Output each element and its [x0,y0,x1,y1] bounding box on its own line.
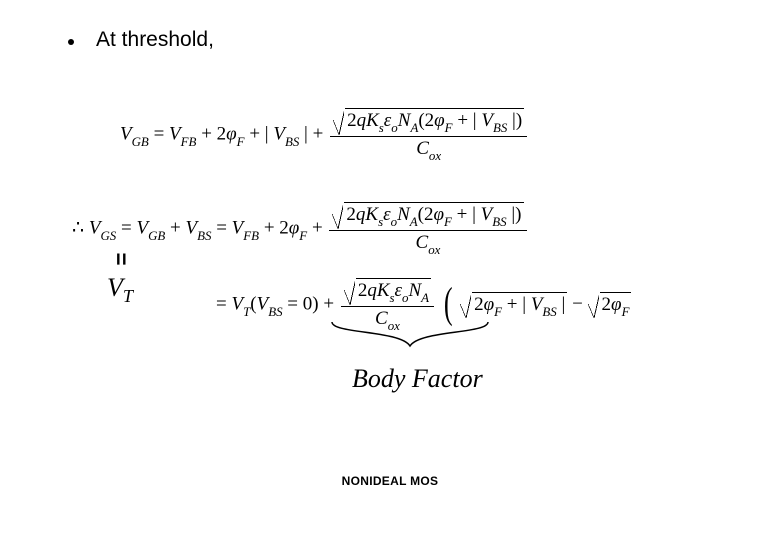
body-factor-label: Body Factor [352,364,483,394]
footer-title: NONIDEAL MOS [0,474,780,488]
vt-symbol: VT [107,273,133,307]
vt-equals-label: = VT [107,248,133,307]
bullet-dot [68,39,74,45]
rotated-equals-icon: = [109,253,131,266]
underbrace-icon [330,320,490,350]
equation-vgb: VGB = VFB + 2φF + | VBS | + 2qKsεoNA(2φF… [120,108,529,162]
equation-vgs: ∴ VGS = VGB + VBS = VFB + 2φF + 2qKsεoNA… [72,202,529,256]
bullet-text: At threshold, [96,28,214,52]
bullet-row: At threshold, [68,28,214,52]
